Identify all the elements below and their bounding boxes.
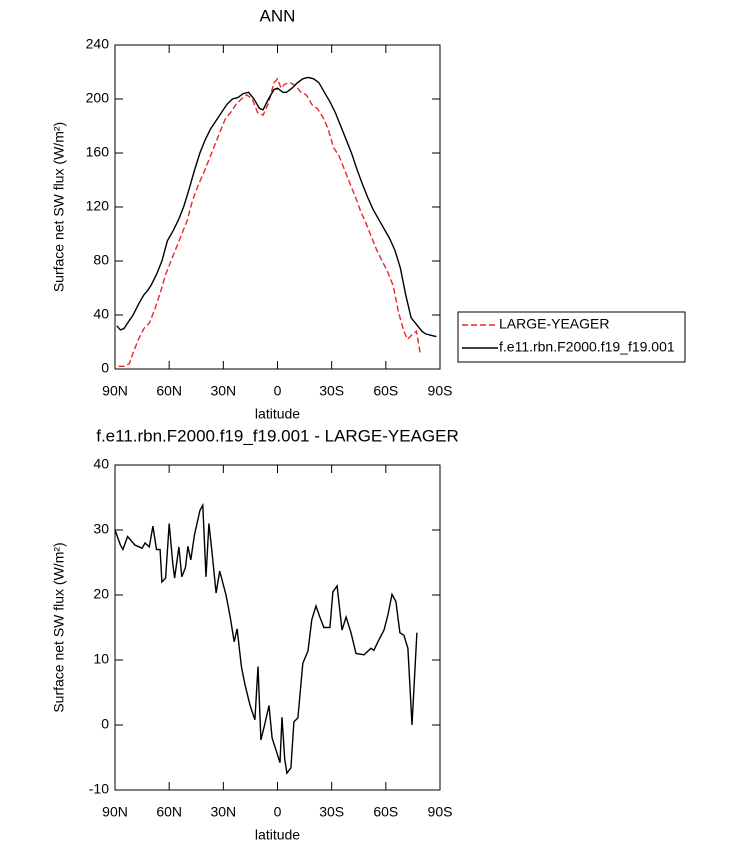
y-tick-label: 40 xyxy=(93,456,109,472)
y-tick-label: 120 xyxy=(86,198,110,214)
x-tick-label: 90N xyxy=(102,804,128,820)
line xyxy=(116,76,437,338)
x-tick-label: 30S xyxy=(319,804,344,820)
x-tick-label: 0 xyxy=(274,383,282,399)
x-tick-label: 60S xyxy=(373,383,398,399)
x-tick-label: 90N xyxy=(102,383,128,399)
line xyxy=(118,77,421,367)
x-tick-label: 60N xyxy=(156,383,182,399)
x-tick-label: 60N xyxy=(156,804,182,820)
chart-title: f.e11.rbn.F2000.f19_f19.001 - LARGE-YEAG… xyxy=(96,426,459,445)
y-tick-label: 160 xyxy=(86,144,110,160)
y-tick-label: 10 xyxy=(93,651,109,667)
x-tick-label: 90S xyxy=(428,804,453,820)
legend-label: f.e11.rbn.F2000.f19_f19.001 xyxy=(499,339,675,355)
x-tick-label: 30S xyxy=(319,383,344,399)
line xyxy=(114,502,418,775)
x-tick-label: 90S xyxy=(428,383,453,399)
y-axis-label: Surface net SW flux (W/m²) xyxy=(51,122,67,292)
chart-title: ANN xyxy=(260,6,296,25)
plot-frame xyxy=(114,464,441,791)
y-tick-label: 80 xyxy=(93,252,109,268)
x-axis-label: latitude xyxy=(255,406,300,422)
y-tick-label: 0 xyxy=(101,716,109,732)
y-tick-label: 30 xyxy=(93,521,109,537)
x-tick-label: 0 xyxy=(274,804,282,820)
legend-box xyxy=(457,311,686,363)
y-tick-label: 0 xyxy=(101,360,109,376)
x-axis-label: latitude xyxy=(255,827,300,843)
x-tick-label: 30N xyxy=(210,804,236,820)
plot-frame xyxy=(114,44,441,370)
x-tick-label: 30N xyxy=(210,383,236,399)
y-tick-label: 40 xyxy=(93,306,109,322)
legend-label: LARGE-YEAGER xyxy=(499,316,609,332)
y-tick-label: -10 xyxy=(89,781,109,797)
y-tick-label: 20 xyxy=(93,586,109,602)
x-tick-label: 60S xyxy=(373,804,398,820)
y-tick-label: 240 xyxy=(86,36,110,52)
y-axis-label: Surface net SW flux (W/m²) xyxy=(51,542,67,712)
y-tick-label: 200 xyxy=(86,90,110,106)
